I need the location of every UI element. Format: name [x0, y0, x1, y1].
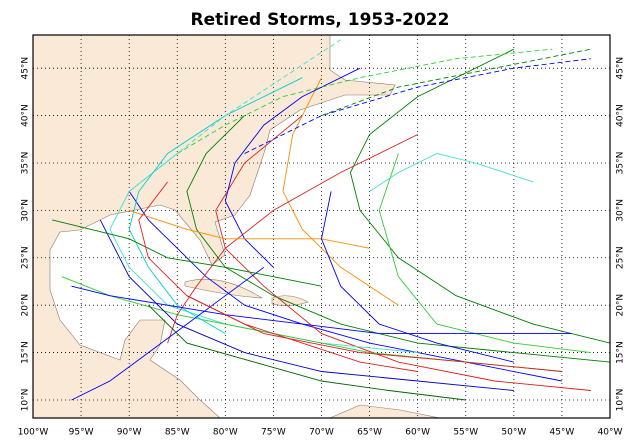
land-north-america — [33, 35, 396, 418]
x-tick-label: 60°W — [405, 428, 430, 438]
y-tick-label-right: 35°N — [616, 152, 626, 175]
storm-track — [321, 191, 514, 363]
x-tick-label: 100°W — [18, 428, 49, 438]
map-frame — [32, 34, 611, 419]
storm-track — [349, 48, 610, 344]
y-tick-label-left: 25°N — [21, 246, 31, 269]
y-tick-label-left: 30°N — [21, 199, 31, 222]
y-tick-label-right: 45°N — [616, 57, 626, 80]
x-tick-label: 70°W — [309, 428, 334, 438]
land-hispaniola — [271, 295, 309, 306]
y-tick-label-left: 45°N — [21, 57, 31, 80]
tick-labels: 100°W 95°W 90°W 85°W 80°W 75°W 70°W 65°W 60°W 55°… — [18, 57, 626, 438]
storm-track — [378, 153, 591, 354]
storm-track — [128, 191, 562, 382]
x-tick-label: 65°W — [357, 428, 382, 438]
storm-track — [369, 153, 534, 192]
y-tick-label-left: 20°N — [21, 294, 31, 317]
y-tick-label-left: 10°N — [21, 389, 31, 412]
basemap — [33, 35, 610, 418]
land-south-america — [329, 404, 441, 418]
x-tick-label: 85°W — [165, 428, 190, 438]
x-tick-label: 45°W — [549, 428, 574, 438]
storm-track — [244, 58, 591, 154]
x-tick-label: 80°W — [213, 428, 238, 438]
storm-track — [282, 77, 399, 306]
storm-track — [177, 48, 553, 154]
land-cuba — [184, 278, 263, 299]
y-tick-label-right: 15°N — [616, 341, 626, 364]
y-tick-label-right: 10°N — [616, 389, 626, 412]
storm-track — [52, 219, 322, 287]
y-tick-label-right: 40°N — [616, 104, 626, 127]
y-tick-label-left: 15°N — [21, 341, 31, 364]
storm-track — [215, 115, 591, 391]
storm-track — [138, 181, 562, 372]
y-tick-label-left: 35°N — [21, 152, 31, 175]
x-tick-label: 75°W — [261, 428, 286, 438]
storm-track — [99, 219, 514, 391]
storm-track — [128, 77, 303, 334]
storm-track — [321, 48, 591, 117]
x-tick-label: 95°W — [69, 428, 94, 438]
x-tick-label: 40°W — [598, 428, 623, 438]
storm-track — [186, 115, 610, 363]
x-tick-label: 50°W — [501, 428, 526, 438]
storm-track — [71, 266, 265, 401]
x-tick-label: 55°W — [453, 428, 478, 438]
x-tick-label: 90°W — [117, 428, 142, 438]
storm-track — [148, 304, 466, 401]
y-tick-label-right: 20°N — [616, 294, 626, 317]
storm-track — [71, 285, 572, 335]
map-title: Retired Storms, 1953-2022 — [191, 10, 450, 30]
storm-track — [167, 134, 418, 344]
y-tick-label-left: 40°N — [21, 104, 31, 127]
y-tick-label-right: 25°N — [616, 246, 626, 269]
storm-tracks — [52, 39, 610, 401]
y-tick-label-right: 30°N — [616, 199, 626, 222]
storm-track — [128, 39, 341, 192]
